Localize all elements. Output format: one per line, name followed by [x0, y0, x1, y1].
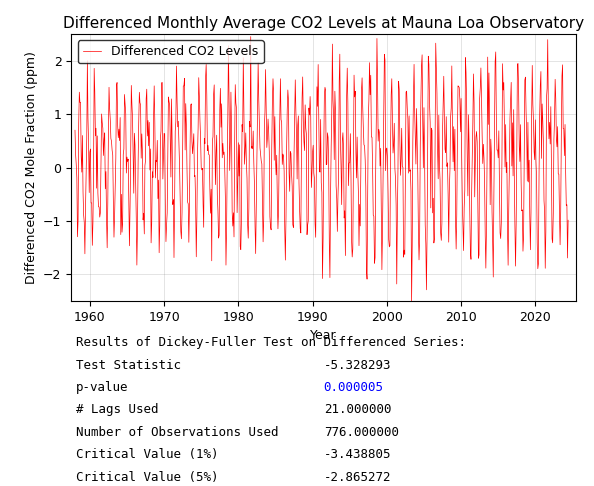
Differenced CO2 Levels: [248, 145, 255, 151]
Text: 776.000000: 776.000000: [324, 426, 399, 439]
Differenced CO2 Levels: [333, 196, 340, 202]
Text: 0.000005: 0.000005: [324, 381, 384, 394]
Y-axis label: Differenced CO2 Mole Fraction (ppm): Differenced CO2 Mole Fraction (ppm): [24, 51, 37, 284]
Differenced CO2 Levels: [98, 111, 105, 117]
Title: Differenced Monthly Average CO2 Levels at Mauna Loa Observatory: Differenced Monthly Average CO2 Levels a…: [63, 17, 584, 32]
Differenced CO2 Levels: [331, 156, 338, 162]
Text: -2.865272: -2.865272: [324, 470, 391, 484]
Text: Critical Value (5%): Critical Value (5%): [76, 470, 219, 484]
Text: p-value: p-value: [76, 381, 129, 394]
X-axis label: Year: Year: [311, 330, 337, 342]
Text: -5.328293: -5.328293: [324, 359, 391, 372]
Differenced CO2 Levels: [247, 34, 254, 39]
Text: Critical Value (1%): Critical Value (1%): [76, 448, 219, 461]
Differenced CO2 Levels: [345, 100, 352, 106]
Differenced CO2 Levels: [71, 127, 78, 133]
Text: Test Statistic: Test Statistic: [76, 359, 181, 372]
Differenced CO2 Levels: [408, 299, 415, 305]
Text: Results of Dickey-Fuller Test on Differenced Series:: Results of Dickey-Fuller Test on Differe…: [76, 336, 466, 349]
Text: Number of Observations Used: Number of Observations Used: [76, 426, 279, 439]
Text: # Lags Used: # Lags Used: [76, 403, 159, 417]
Legend: Differenced CO2 Levels: Differenced CO2 Levels: [78, 40, 264, 63]
Differenced CO2 Levels: [217, 124, 225, 130]
Text: 21.000000: 21.000000: [324, 403, 391, 417]
Text: -3.438805: -3.438805: [324, 448, 391, 461]
Differenced CO2 Levels: [564, 217, 571, 223]
Line: Differenced CO2 Levels: Differenced CO2 Levels: [75, 36, 568, 302]
